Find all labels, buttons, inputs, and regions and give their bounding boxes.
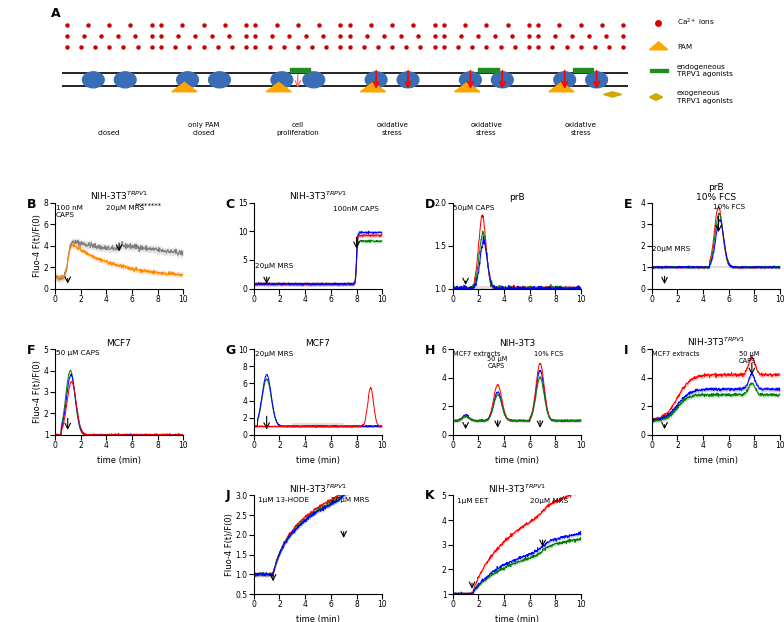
Text: exogeneous
TRPV1 agonists: exogeneous TRPV1 agonists xyxy=(677,90,733,104)
Polygon shape xyxy=(604,92,622,97)
Text: 100nM CAPS: 100nM CAPS xyxy=(333,206,379,211)
X-axis label: time (min): time (min) xyxy=(296,615,340,622)
Text: 1μM EET: 1μM EET xyxy=(456,498,488,504)
Text: H: H xyxy=(425,344,435,357)
Ellipse shape xyxy=(492,72,514,88)
Text: B: B xyxy=(27,198,36,211)
Text: oxidative
stress: oxidative stress xyxy=(470,122,503,136)
Text: C: C xyxy=(226,198,234,211)
Text: ********: ******** xyxy=(135,203,162,209)
Text: 10% FCS: 10% FCS xyxy=(713,204,746,210)
Text: J: J xyxy=(226,490,230,503)
Text: PAM: PAM xyxy=(677,44,692,50)
Title: NIH-3T3$^{TRPV1}$: NIH-3T3$^{TRPV1}$ xyxy=(90,190,148,202)
Text: only PAM
closed: only PAM closed xyxy=(188,122,220,136)
Ellipse shape xyxy=(365,72,387,88)
Title: prB
10% FCS: prB 10% FCS xyxy=(696,183,736,202)
Ellipse shape xyxy=(586,72,608,88)
Text: Ca$^{2+}$ ions: Ca$^{2+}$ ions xyxy=(677,17,715,28)
X-axis label: time (min): time (min) xyxy=(495,456,539,465)
Title: NIH-3T3$^{TRPV1}$: NIH-3T3$^{TRPV1}$ xyxy=(289,482,347,494)
Text: F: F xyxy=(27,344,35,357)
Text: MCF7 extracts: MCF7 extracts xyxy=(453,351,501,356)
Polygon shape xyxy=(266,83,292,92)
Text: 20μM MRS: 20μM MRS xyxy=(106,205,144,211)
Text: I: I xyxy=(623,344,628,357)
Polygon shape xyxy=(361,83,386,92)
X-axis label: time (min): time (min) xyxy=(694,456,738,465)
Ellipse shape xyxy=(397,72,419,88)
Polygon shape xyxy=(549,83,574,92)
Text: endogeneous
TRPV1 agonists: endogeneous TRPV1 agonists xyxy=(677,63,733,77)
Text: oxidative
stress: oxidative stress xyxy=(376,122,408,136)
Y-axis label: Fluo-4 F(t)/F(0): Fluo-4 F(t)/F(0) xyxy=(225,513,234,576)
Text: 20μM MRS: 20μM MRS xyxy=(255,351,293,357)
Polygon shape xyxy=(455,83,480,92)
Text: oxidative
stress: oxidative stress xyxy=(564,122,597,136)
Y-axis label: Fluo-4 F(t)/F(0): Fluo-4 F(t)/F(0) xyxy=(34,361,42,424)
X-axis label: time (min): time (min) xyxy=(296,456,340,465)
Text: 1μM 13-HODE: 1μM 13-HODE xyxy=(258,498,309,503)
Text: E: E xyxy=(623,198,632,211)
Text: 20μM MRS: 20μM MRS xyxy=(652,246,691,252)
Text: A: A xyxy=(51,7,61,20)
Y-axis label: Fluo-4 F(t)/F(0): Fluo-4 F(t)/F(0) xyxy=(34,214,42,277)
Text: 50 μM
CAPS: 50 μM CAPS xyxy=(488,356,508,369)
Ellipse shape xyxy=(176,72,198,88)
Text: 20μM MRS: 20μM MRS xyxy=(255,263,293,269)
Polygon shape xyxy=(172,83,197,92)
Text: 100 nM
CAPS: 100 nM CAPS xyxy=(56,205,82,218)
Text: 50 μM CAPS: 50 μM CAPS xyxy=(56,350,99,356)
Text: closed: closed xyxy=(98,129,121,136)
Title: prB: prB xyxy=(509,193,524,202)
Ellipse shape xyxy=(209,72,230,88)
Title: NIH-3T3$^{TRPV1}$: NIH-3T3$^{TRPV1}$ xyxy=(289,190,347,202)
Title: NIH-3T3: NIH-3T3 xyxy=(499,339,535,348)
Ellipse shape xyxy=(459,72,481,88)
Text: MCF7 extracts: MCF7 extracts xyxy=(652,351,700,356)
Polygon shape xyxy=(649,42,668,50)
Bar xyxy=(478,68,499,72)
Title: NIH-3T3$^{TRPV1}$: NIH-3T3$^{TRPV1}$ xyxy=(687,336,745,348)
Text: K: K xyxy=(425,490,434,503)
X-axis label: time (min): time (min) xyxy=(97,456,141,465)
Bar xyxy=(290,68,310,72)
Polygon shape xyxy=(649,94,662,100)
Text: cell
proliferation: cell proliferation xyxy=(277,122,319,136)
Ellipse shape xyxy=(114,72,136,88)
Text: 50μM CAPS: 50μM CAPS xyxy=(453,205,495,210)
Text: 20μM MRS: 20μM MRS xyxy=(331,498,369,503)
Title: MCF7: MCF7 xyxy=(306,339,330,348)
Title: NIH-3T3$^{TRPV1}$: NIH-3T3$^{TRPV1}$ xyxy=(488,482,546,494)
Text: 50 μM
CAPS: 50 μM CAPS xyxy=(739,351,760,363)
Ellipse shape xyxy=(82,72,104,88)
Bar xyxy=(649,69,668,72)
Ellipse shape xyxy=(554,72,575,88)
Title: MCF7: MCF7 xyxy=(107,339,132,348)
X-axis label: time (min): time (min) xyxy=(495,615,539,622)
Text: 20μM MRS: 20μM MRS xyxy=(530,498,568,504)
Text: D: D xyxy=(425,198,435,211)
Bar xyxy=(572,68,593,72)
Text: 10% FCS: 10% FCS xyxy=(534,351,563,356)
Ellipse shape xyxy=(271,72,292,88)
Text: G: G xyxy=(226,344,236,357)
Ellipse shape xyxy=(303,72,325,88)
